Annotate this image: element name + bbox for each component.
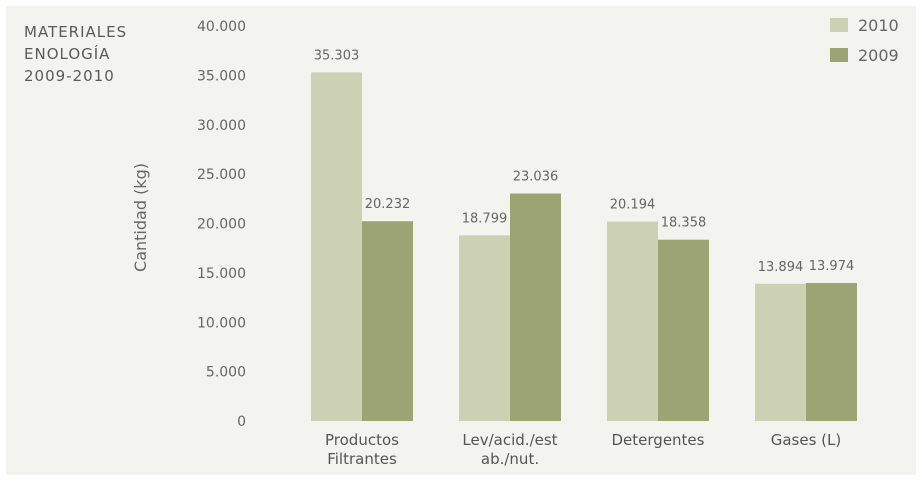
data-label: 20.232 <box>365 197 411 212</box>
title-line-3: 2009-2010 <box>24 67 115 85</box>
x-tick-label-line: Detergentes <box>612 431 705 449</box>
x-tick-label-line: Lev/acid./est <box>462 431 557 449</box>
legend-swatch-2009 <box>830 48 848 62</box>
bar-2009-2 <box>658 239 709 421</box>
legend: 2010 2009 <box>830 16 899 65</box>
bar-2009-0 <box>362 221 413 421</box>
chart-title: MATERIALES ENOLOGÍA 2009-2010 <box>24 21 127 87</box>
data-label: 35.303 <box>314 48 360 63</box>
data-label: 23.036 <box>513 170 559 185</box>
y-tick-label: 0 <box>237 414 246 430</box>
data-label: 18.799 <box>462 211 508 226</box>
bar-2009-1 <box>510 193 561 421</box>
y-tick-label: 40.000 <box>197 19 246 35</box>
legend-label-2010: 2010 <box>858 16 899 35</box>
y-tick-label: 30.000 <box>197 118 246 134</box>
bar-2010-1 <box>459 235 510 421</box>
title-line-1: MATERIALES <box>24 23 128 41</box>
data-label: 18.358 <box>661 216 707 231</box>
x-tick-label: Gases (L) <box>771 431 842 449</box>
data-label: 13.974 <box>809 259 855 274</box>
legend-label-2009: 2009 <box>858 46 899 65</box>
y-tick-label: 10.000 <box>197 315 246 331</box>
x-tick-label-line: Filtrantes <box>327 450 397 468</box>
x-tick-label-line: Productos <box>325 431 399 449</box>
title-line-2: ENOLOGÍA <box>24 45 111 63</box>
x-tick-label: Detergentes <box>612 431 705 449</box>
bars: 35.303 20.232 18.799 23.036 20.194 18.358 13.8… <box>311 48 857 421</box>
bar-2010-3 <box>755 283 806 421</box>
data-label: 20.194 <box>610 198 656 213</box>
x-tick-label: Productos Filtrantes <box>325 431 399 468</box>
legend-swatch-2010 <box>830 18 848 32</box>
y-tick-label: 15.000 <box>197 266 246 282</box>
y-tick-label: 25.000 <box>197 167 246 183</box>
y-tick-label: 5.000 <box>206 365 246 381</box>
x-axis: Productos Filtrantes Lev/acid./est ab./nut.… <box>325 431 841 468</box>
y-axis: 0 5.000 10.000 15.000 20.000 25.000 30.000 35.0… <box>197 19 246 430</box>
x-tick-label-line: ab./nut. <box>481 450 539 468</box>
data-label: 13.894 <box>758 260 804 275</box>
x-tick-label: Lev/acid./est ab./nut. <box>462 431 557 468</box>
y-axis-label: Cantidad (kg) <box>131 163 150 272</box>
x-tick-label-line: Gases (L) <box>771 431 842 449</box>
bar-2010-2 <box>607 221 658 421</box>
bar-2009-3 <box>806 283 857 421</box>
y-tick-label: 20.000 <box>197 217 246 233</box>
y-tick-label: 35.000 <box>197 68 246 84</box>
bar-2010-0 <box>311 72 362 421</box>
